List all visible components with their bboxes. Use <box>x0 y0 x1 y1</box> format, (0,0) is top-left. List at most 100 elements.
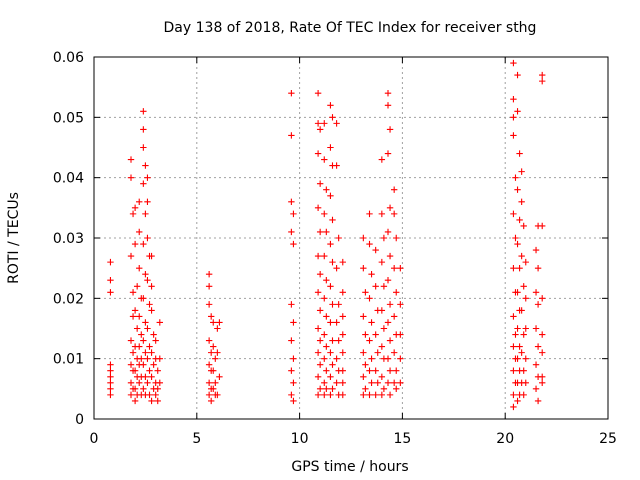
data-point <box>321 120 328 127</box>
data-point <box>329 361 336 368</box>
data-point <box>290 319 297 326</box>
data-point <box>534 301 542 308</box>
data-point <box>205 391 213 399</box>
data-point <box>360 349 367 356</box>
data-point <box>127 361 135 368</box>
data-point <box>333 319 340 326</box>
data-point <box>522 295 529 302</box>
data-point <box>510 132 517 139</box>
data-point <box>154 385 161 393</box>
data-point <box>146 343 153 350</box>
data-point <box>107 391 114 399</box>
data-point <box>514 325 521 332</box>
x-axis-label: GPS time / hours <box>291 459 408 475</box>
data-point <box>516 264 523 272</box>
data-point <box>107 361 114 368</box>
data-point <box>323 186 330 193</box>
data-point <box>380 283 388 290</box>
x-tick-label: 0 <box>90 431 99 447</box>
data-point <box>520 283 527 290</box>
data-point <box>335 301 342 308</box>
data-point <box>316 228 324 236</box>
data-point <box>288 301 295 308</box>
data-point <box>386 337 394 344</box>
data-point <box>329 258 336 266</box>
data-point <box>333 120 340 127</box>
data-point <box>205 283 213 290</box>
data-point <box>129 289 137 296</box>
data-point <box>510 343 517 350</box>
data-point <box>362 331 369 338</box>
data-point <box>539 222 546 230</box>
data-point <box>316 180 324 187</box>
data-point <box>510 210 517 218</box>
data-point <box>288 391 295 399</box>
data-point <box>314 252 322 260</box>
data-point <box>329 114 336 121</box>
data-point <box>323 313 330 320</box>
data-point <box>127 174 135 181</box>
data-point <box>288 198 295 205</box>
data-point <box>131 307 139 314</box>
data-point <box>127 252 135 260</box>
data-point <box>131 385 139 393</box>
data-point <box>327 373 334 380</box>
data-point <box>397 331 404 338</box>
data-point <box>314 289 322 296</box>
data-point <box>321 379 328 386</box>
data-point <box>152 337 159 344</box>
data-point <box>107 258 114 266</box>
data-point <box>321 156 328 163</box>
data-point <box>144 234 151 242</box>
data-point <box>107 277 114 284</box>
data-point <box>140 240 147 248</box>
data-point <box>150 331 157 338</box>
data-point <box>390 264 398 272</box>
data-point <box>368 319 375 326</box>
data-point <box>205 379 213 386</box>
data-point <box>327 319 334 326</box>
data-point <box>214 391 221 399</box>
data-point <box>329 385 336 393</box>
data-point <box>393 289 400 296</box>
data-point <box>314 150 322 157</box>
data-point <box>316 271 324 278</box>
data-point <box>321 355 328 362</box>
data-point <box>129 313 137 320</box>
data-point <box>534 343 542 350</box>
data-point <box>210 343 217 350</box>
data-point <box>327 102 334 109</box>
data-point <box>518 198 525 205</box>
data-point <box>136 313 143 320</box>
data-point <box>140 295 147 302</box>
data-point <box>397 379 404 386</box>
data-point <box>378 210 386 218</box>
data-point <box>390 210 398 218</box>
data-point <box>150 361 157 368</box>
data-point <box>140 337 147 344</box>
data-point <box>393 385 400 393</box>
data-point <box>148 252 155 260</box>
data-point <box>288 228 295 236</box>
data-point <box>339 379 346 386</box>
data-point <box>142 210 149 218</box>
data-point <box>516 216 523 224</box>
data-point <box>136 379 143 386</box>
data-point <box>131 397 139 405</box>
data-point <box>378 307 386 314</box>
data-point <box>314 90 322 97</box>
data-point <box>140 180 147 187</box>
data-point <box>156 355 163 362</box>
data-point <box>127 379 135 386</box>
data-point <box>516 343 523 350</box>
data-point <box>378 258 386 266</box>
data-point <box>329 337 336 344</box>
data-point <box>333 162 340 169</box>
data-point <box>210 367 217 374</box>
data-point <box>384 355 392 362</box>
data-point <box>138 331 145 338</box>
data-point <box>339 391 346 399</box>
data-point <box>290 240 297 248</box>
data-point <box>510 403 517 411</box>
data-point <box>518 349 525 356</box>
